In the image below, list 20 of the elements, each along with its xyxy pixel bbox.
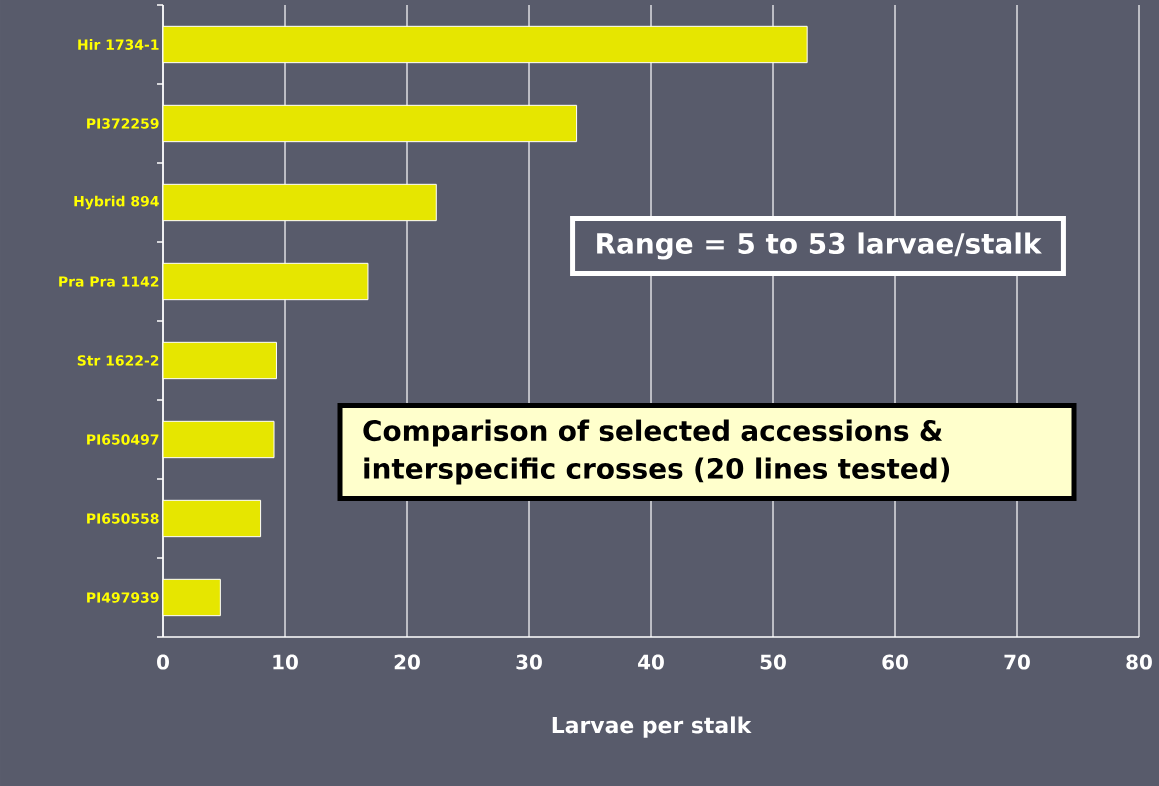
x-tick-label: 0 xyxy=(157,654,169,670)
x-tick-label: 20 xyxy=(394,654,420,670)
x-tick-label: 50 xyxy=(760,654,786,670)
x-tick-label: 10 xyxy=(273,654,298,670)
y-tick-label: Hir 1734-1 xyxy=(78,39,159,50)
x-tick-label: 80 xyxy=(1126,654,1152,670)
annotation: Comparison of selected accessions & interspecific crosses (20 lines tested) xyxy=(363,419,950,485)
y-tick-label: Pra Pra 1142 xyxy=(59,276,159,287)
x-tick-label: 40 xyxy=(638,654,664,670)
x-tick-label: 30 xyxy=(516,654,542,670)
y-tick-label: PI650497 xyxy=(87,434,159,445)
x-axis-title: Larvae per stalk xyxy=(552,716,752,738)
x-tick-label: 60 xyxy=(882,654,908,670)
y-tick-label: Hybrid 894 xyxy=(74,195,159,210)
y-tick-label: PI650558 xyxy=(87,513,159,524)
annotation: Range = 5 to 53 larvae/stalk xyxy=(597,232,1042,260)
x-tick-label: 70 xyxy=(1004,654,1030,670)
y-tick-label: PI372259 xyxy=(87,118,159,129)
y-tick-label: PI497939 xyxy=(87,592,159,603)
y-tick-label: Str 1622-2 xyxy=(77,355,159,366)
